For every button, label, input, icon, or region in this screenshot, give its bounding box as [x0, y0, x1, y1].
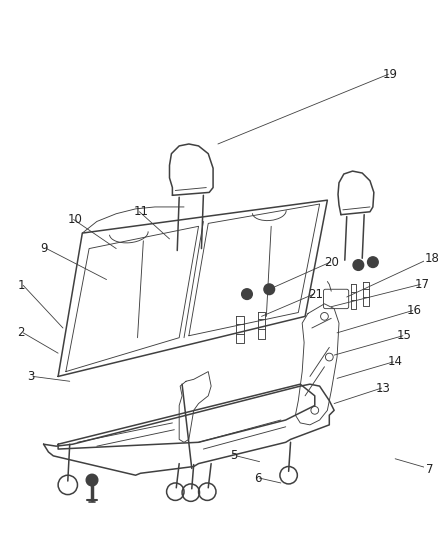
Circle shape [353, 260, 364, 270]
Text: 13: 13 [376, 382, 391, 394]
Circle shape [264, 284, 275, 295]
Text: 3: 3 [27, 370, 35, 383]
Text: 7: 7 [426, 463, 434, 476]
Circle shape [86, 474, 98, 486]
Text: 16: 16 [407, 304, 422, 317]
Text: 1: 1 [18, 279, 25, 292]
Text: 15: 15 [397, 329, 412, 342]
Text: 19: 19 [382, 68, 398, 80]
Text: 18: 18 [424, 252, 438, 265]
Text: 21: 21 [308, 288, 323, 301]
Circle shape [367, 257, 378, 268]
Circle shape [242, 289, 252, 300]
Text: 20: 20 [325, 256, 339, 269]
Text: 14: 14 [388, 356, 403, 368]
Text: 17: 17 [414, 278, 430, 291]
Text: 9: 9 [41, 242, 48, 255]
Text: 10: 10 [68, 213, 83, 226]
Text: 5: 5 [230, 449, 238, 462]
Text: 6: 6 [254, 472, 261, 484]
Text: 2: 2 [18, 326, 25, 340]
Text: 11: 11 [134, 205, 148, 219]
